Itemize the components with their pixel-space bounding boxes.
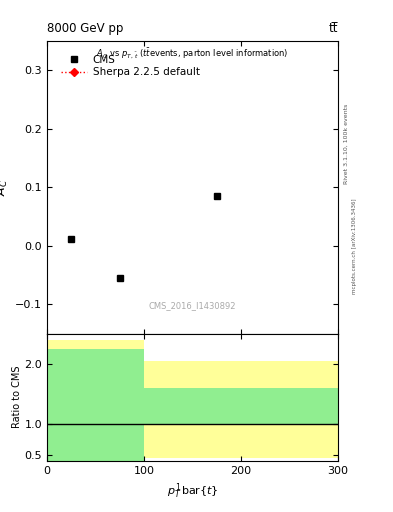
Text: CMS_2016_I1430892: CMS_2016_I1430892: [149, 301, 236, 310]
CMS: [69, 236, 74, 242]
Text: mcplots.cern.ch [arXiv:1306.3436]: mcplots.cern.ch [arXiv:1306.3436]: [352, 198, 357, 293]
Text: $A_C$ vs $p_{T,\,\bar{t}}$ ($t\bar{t}$events, parton level information): $A_C$ vs $p_{T,\,\bar{t}}$ ($t\bar{t}$ev…: [96, 47, 289, 61]
X-axis label: $p_T^{\,1}$bar{$t$}: $p_T^{\,1}$bar{$t$}: [167, 481, 219, 501]
Text: tt̅: tt̅: [329, 22, 338, 35]
CMS: [118, 275, 122, 281]
Text: Rivet 3.1.10, 100k events: Rivet 3.1.10, 100k events: [344, 103, 349, 183]
Y-axis label: Ratio to CMS: Ratio to CMS: [12, 366, 22, 429]
Legend: CMS, Sherpa 2.2.5 default: CMS, Sherpa 2.2.5 default: [58, 52, 203, 80]
CMS: [215, 193, 219, 199]
Y-axis label: $A_C$: $A_C$: [0, 179, 10, 196]
Line: CMS: CMS: [68, 193, 220, 282]
Text: 8000 GeV pp: 8000 GeV pp: [47, 22, 123, 35]
